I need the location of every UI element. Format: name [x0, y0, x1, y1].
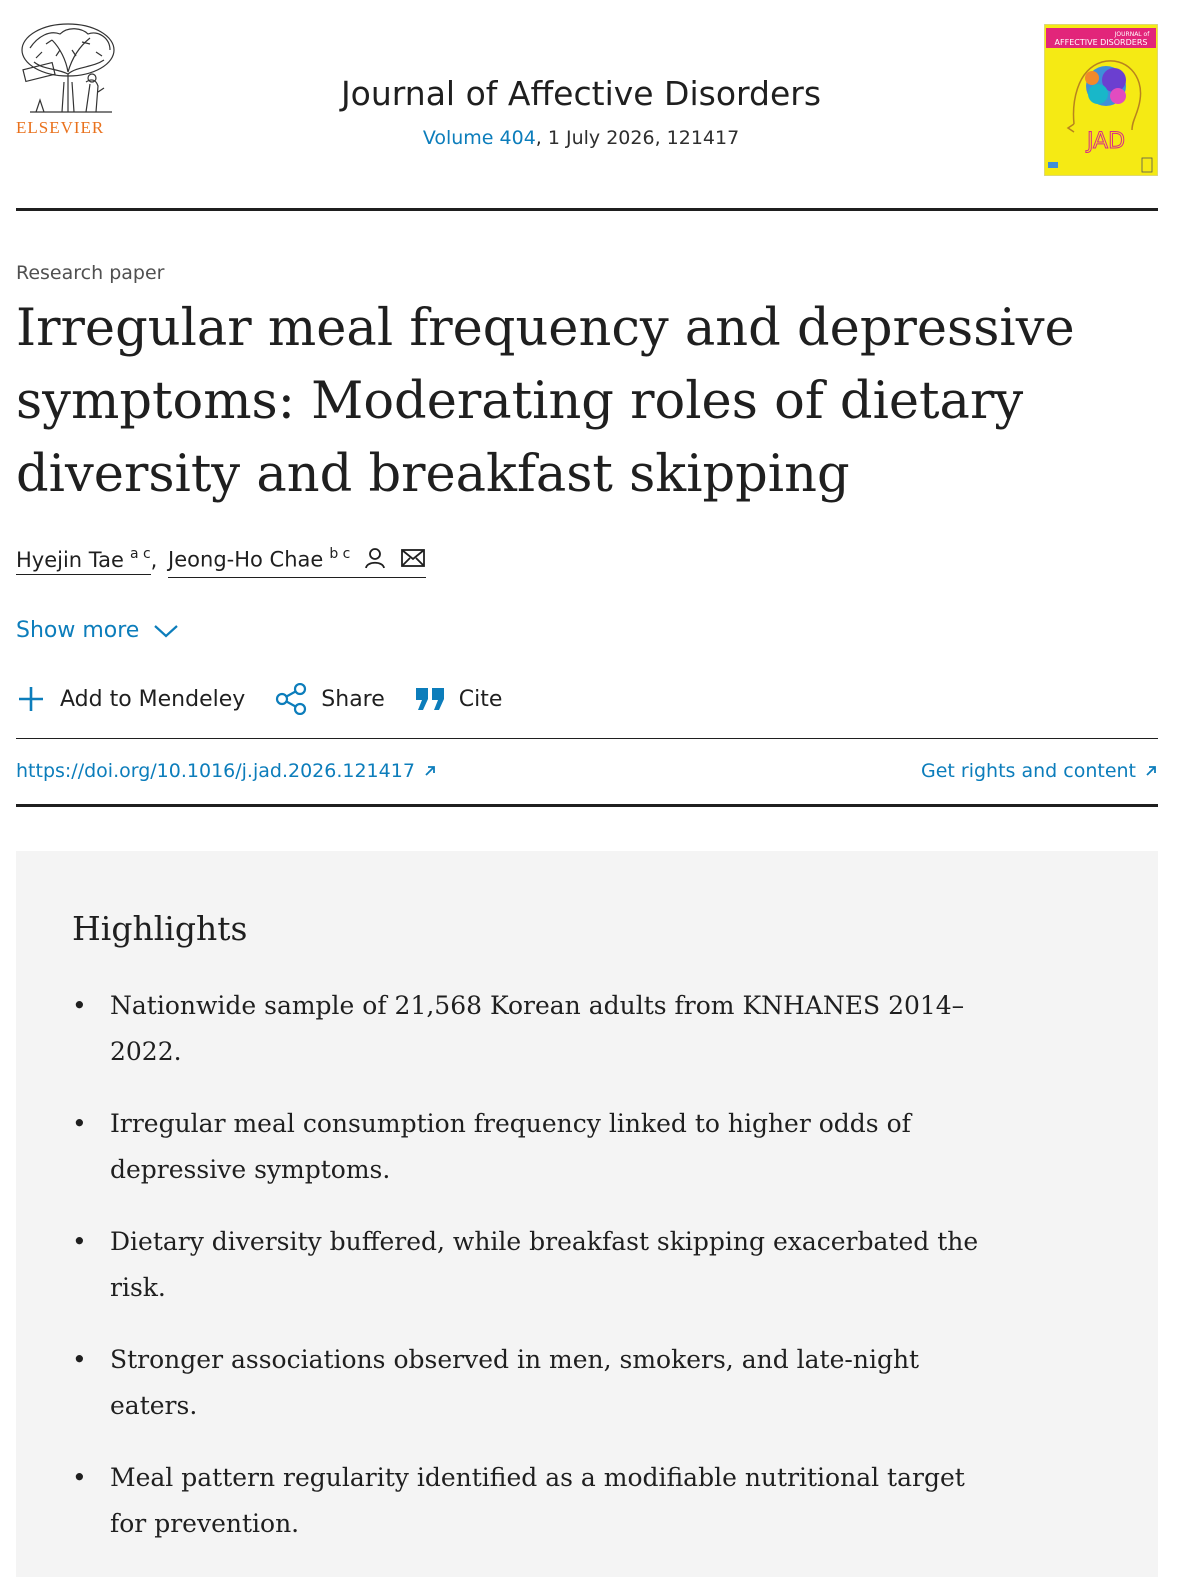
issue-details: , 1 July 2026, 121417 — [535, 127, 740, 149]
show-more-label: Show more — [16, 618, 140, 643]
doi-row: https://doi.org/10.1016/j.jad.2026.12141… — [16, 760, 1158, 782]
highlight-text: Stronger associations observed in men, s… — [110, 1345, 920, 1420]
bullet: • — [72, 991, 87, 1020]
author-link[interactable]: Jeong-Ho Chae b c — [168, 546, 426, 578]
highlights-list: • Nationwide sample of 21,568 Korean adul… — [72, 983, 992, 1573]
journal-header: ELSEVIER Journal of Affective Disorders … — [16, 22, 1159, 178]
author-link[interactable]: Hyejin Tae a c — [16, 545, 151, 575]
doi-divider — [16, 804, 1158, 807]
cover-abbr: JAD — [1085, 129, 1125, 154]
elsevier-tree-logo-icon[interactable]: ELSEVIER — [16, 22, 120, 140]
journal-title-link[interactable]: Journal of Affective Disorders — [340, 74, 822, 113]
email-icon[interactable] — [400, 547, 426, 574]
add-to-mendeley-label: Add to Mendeley — [60, 686, 246, 712]
highlight-text: Meal pattern regularity identified as a … — [110, 1463, 965, 1538]
plus-icon — [19, 687, 43, 711]
cover-title-small: JOURNAL of — [1114, 31, 1151, 38]
add-to-mendeley-button[interactable]: Add to Mendeley — [16, 684, 245, 714]
doi-text: https://doi.org/10.1016/j.jad.2026.12141… — [16, 760, 415, 782]
author-affiliation[interactable]: b c — [329, 545, 351, 562]
article-title: Irregular meal frequency and depressive … — [16, 299, 1075, 504]
author-affiliation[interactable]: a c — [129, 545, 151, 562]
highlight-text: Dietary diversity buffered, while breakf… — [110, 1227, 979, 1302]
author-name: Jeong-Ho Chae — [168, 547, 324, 572]
cite-label: Cite — [458, 686, 503, 712]
cover-title-big: AFFECTIVE DISORDERS — [1055, 38, 1148, 47]
highlight-item: • Dietary diversity buffered, while break… — [72, 1219, 992, 1311]
external-link-icon — [425, 766, 435, 776]
bullet: • — [72, 1227, 87, 1256]
highlight-item: • Stronger associations observed in men, … — [72, 1337, 992, 1429]
highlights-heading: Highlights — [72, 909, 248, 948]
highlight-text: Nationwide sample of 21,568 Korean adult… — [110, 991, 965, 1066]
journal-cover-image[interactable]: JOURNAL of AFFECTIVE DISORDERS JAD — [1043, 23, 1159, 177]
highlight-item: • Nationwide sample of 21,568 Korean adul… — [72, 983, 992, 1075]
header-divider — [16, 208, 1158, 211]
bullet: • — [72, 1463, 87, 1492]
bullet: • — [72, 1345, 87, 1374]
author-separator: , — [150, 547, 158, 572]
publisher-name: ELSEVIER — [16, 118, 105, 137]
person-icon[interactable] — [363, 546, 387, 575]
rights-link[interactable]: Get rights and content — [921, 760, 1158, 782]
doi-link[interactable]: https://doi.org/10.1016/j.jad.2026.12141… — [16, 760, 437, 782]
highlight-item: • Irregular meal consumption frequency li… — [72, 1101, 992, 1193]
volume-link[interactable]: Volume 404 — [422, 127, 536, 149]
external-link-icon — [1146, 766, 1156, 776]
quote-icon — [415, 688, 444, 710]
show-more-button[interactable]: Show more — [16, 618, 179, 643]
article-type: Research paper — [16, 262, 165, 284]
toolbar-divider — [16, 738, 1158, 739]
journal-title-block: Journal of Affective Disorders Volume 40… — [216, 74, 946, 149]
cite-button[interactable]: Cite — [415, 686, 503, 712]
article-toolbar: Add to Mendeley Share Cite — [16, 683, 532, 715]
bullet: • — [72, 1109, 87, 1138]
chevron-down-icon — [154, 624, 179, 637]
highlight-text: Irregular meal consumption frequency lin… — [110, 1109, 911, 1184]
author-name: Hyejin Tae — [16, 547, 124, 572]
rights-text: Get rights and content — [920, 760, 1136, 782]
issue-info: Volume 404, 1 July 2026, 121417 — [216, 127, 946, 149]
author-list: Hyejin Tae a c , Jeong-Ho Chae b c — [16, 546, 426, 578]
share-label: Share — [321, 686, 385, 712]
share-icon — [276, 683, 307, 715]
highlights-section: Highlights • Nationwide sample of 21,568 … — [16, 851, 1158, 1577]
highlight-item: • Meal pattern regularity identified as a… — [72, 1455, 992, 1547]
share-button[interactable]: Share — [275, 683, 385, 715]
